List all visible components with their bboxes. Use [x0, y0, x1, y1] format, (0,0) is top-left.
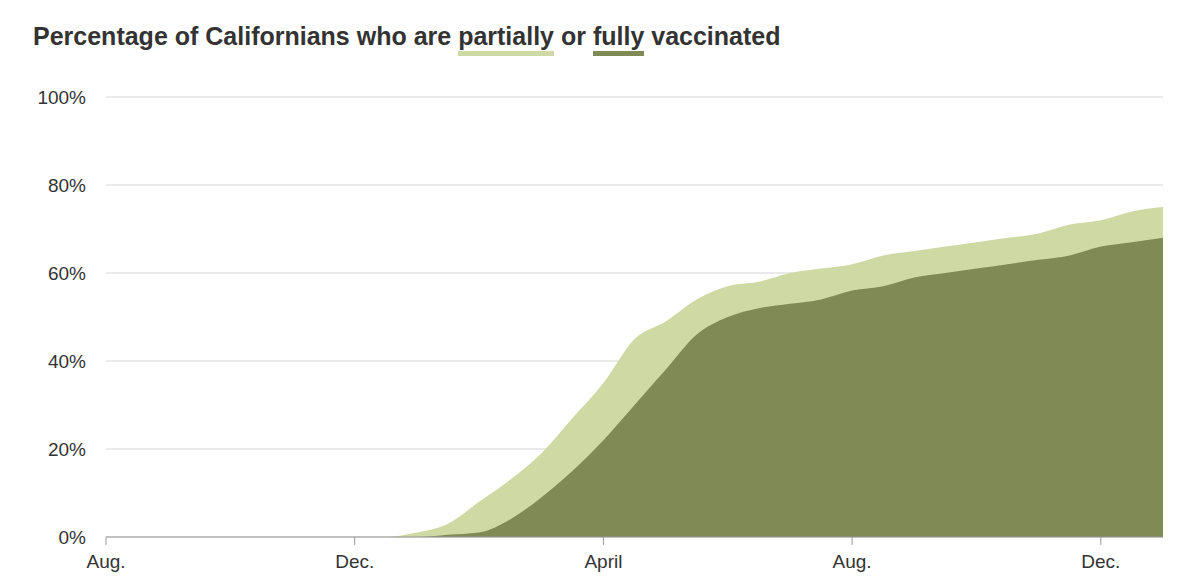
- svg-text:0%: 0%: [59, 527, 87, 548]
- svg-text:Aug.: Aug.: [86, 551, 125, 572]
- svg-text:100%: 100%: [37, 87, 86, 108]
- svg-text:Aug.: Aug.: [833, 551, 872, 572]
- svg-text:April: April: [584, 551, 622, 572]
- html-text:Percentage of Californians who: Percentage of Californians who are parti…: [33, 22, 781, 50]
- svg-text:80%: 80%: [48, 175, 86, 196]
- svg-text:40%: 40%: [48, 351, 86, 372]
- svg-text:Dec.: Dec.: [335, 551, 374, 572]
- svg-text:60%: 60%: [48, 263, 86, 284]
- svg-text:Dec.: Dec.: [1081, 551, 1120, 572]
- svg-text:20%: 20%: [48, 439, 86, 460]
